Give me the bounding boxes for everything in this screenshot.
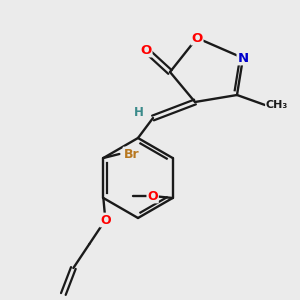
Text: H: H [134, 106, 144, 118]
Text: N: N [237, 52, 249, 64]
Text: O: O [140, 44, 152, 56]
Text: O: O [147, 190, 158, 202]
Text: CH₃: CH₃ [266, 100, 288, 110]
Text: Br: Br [124, 148, 139, 160]
Text: O: O [191, 32, 203, 44]
Text: O: O [100, 214, 111, 226]
